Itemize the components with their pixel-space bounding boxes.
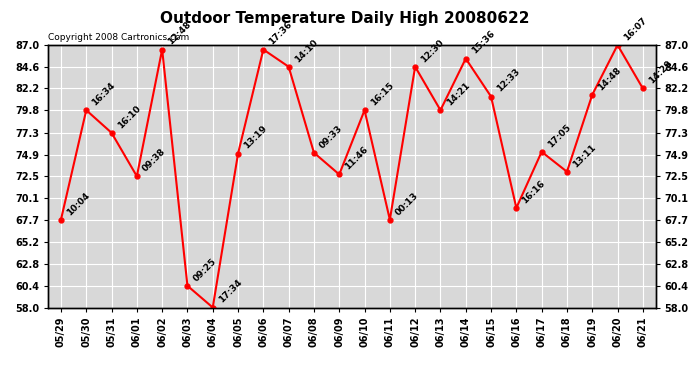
Text: 17:34: 17:34 (217, 278, 244, 305)
Text: 12:30: 12:30 (420, 38, 446, 64)
Text: 14:10: 14:10 (293, 38, 319, 64)
Text: Copyright 2008 Cartronics.com: Copyright 2008 Cartronics.com (48, 33, 190, 42)
Text: 13:19: 13:19 (242, 124, 269, 151)
Text: 16:16: 16:16 (520, 178, 547, 205)
Text: 09:38: 09:38 (141, 147, 168, 174)
Text: 14:21: 14:21 (444, 81, 471, 107)
Text: 00:13: 00:13 (394, 190, 420, 217)
Text: 16:10: 16:10 (116, 104, 142, 130)
Text: 12:48: 12:48 (166, 20, 193, 47)
Text: 16:15: 16:15 (368, 81, 395, 107)
Text: 17:36: 17:36 (268, 20, 294, 47)
Text: 15:36: 15:36 (470, 29, 497, 56)
Text: 11:46: 11:46 (344, 145, 370, 172)
Text: Outdoor Temperature Daily High 20080622: Outdoor Temperature Daily High 20080622 (160, 11, 530, 26)
Text: 12:33: 12:33 (495, 67, 522, 94)
Text: 09:33: 09:33 (318, 123, 345, 150)
Text: 17:05: 17:05 (546, 122, 573, 149)
Text: 14:29: 14:29 (647, 59, 674, 86)
Text: 09:25: 09:25 (192, 256, 218, 283)
Text: 16:34: 16:34 (90, 81, 117, 107)
Text: 16:07: 16:07 (622, 16, 649, 42)
Text: 13:11: 13:11 (571, 142, 598, 169)
Text: 10:04: 10:04 (65, 190, 92, 217)
Text: 14:48: 14:48 (596, 65, 623, 92)
